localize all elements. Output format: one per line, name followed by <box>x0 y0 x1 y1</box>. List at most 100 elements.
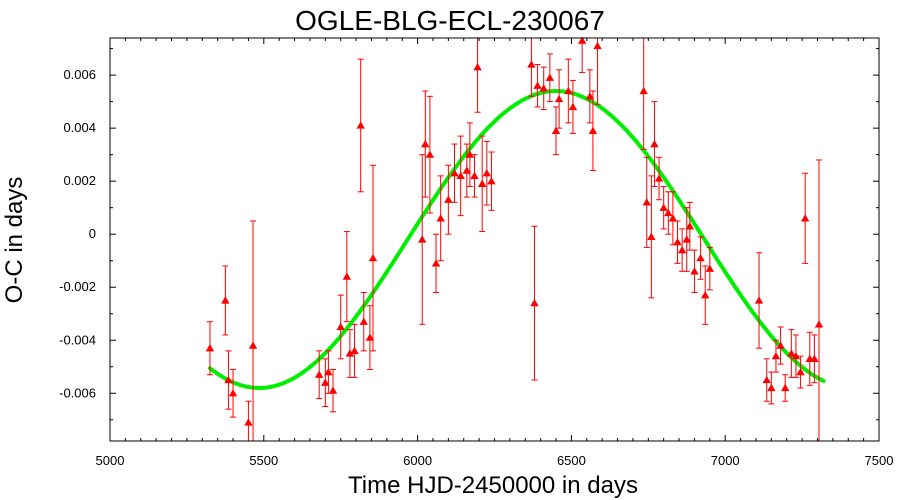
data-point <box>650 101 659 187</box>
point-marker <box>324 367 333 376</box>
data-point <box>456 135 465 217</box>
data-point <box>470 154 479 198</box>
point-marker <box>356 121 365 129</box>
point-marker <box>473 62 482 71</box>
point-marker <box>642 198 651 206</box>
data-point <box>350 323 359 378</box>
data-point <box>696 236 705 280</box>
data-point <box>554 69 564 129</box>
x-tick-label: 7500 <box>865 453 894 468</box>
point-marker <box>705 264 715 272</box>
data-point <box>418 154 427 325</box>
data-point <box>421 90 430 198</box>
point-marker <box>650 139 659 148</box>
point-marker <box>780 383 790 392</box>
y-axis-label: O-C in days <box>1 177 28 304</box>
data-point <box>762 358 771 402</box>
x-tick-label: 7000 <box>711 453 740 468</box>
data-point <box>568 79 578 134</box>
data-point <box>228 368 238 418</box>
point-marker <box>564 86 573 95</box>
data-point <box>365 305 375 370</box>
x-tick-label: 6000 <box>403 453 432 468</box>
data-point <box>539 66 548 111</box>
point-marker <box>701 290 710 299</box>
data-point <box>244 400 253 441</box>
y-tick-label: 0.002 <box>63 173 96 188</box>
data-point <box>639 38 648 150</box>
data-point <box>221 265 230 336</box>
point-marker <box>554 94 564 103</box>
x-tick-label: 5500 <box>249 453 278 468</box>
point-marker <box>244 418 253 426</box>
x-tick-label: 5000 <box>96 453 125 468</box>
data-point <box>771 339 781 373</box>
data-point <box>321 358 330 408</box>
point-marker <box>585 92 595 100</box>
point-marker <box>477 179 487 187</box>
point-marker <box>654 174 664 182</box>
point-marker <box>314 370 324 378</box>
data-point <box>682 207 691 272</box>
point-marker <box>224 375 233 384</box>
point-marker <box>539 84 548 92</box>
data-point <box>647 175 656 299</box>
data-point <box>425 95 435 214</box>
point-marker <box>677 245 687 254</box>
y-tick-label: 0.006 <box>63 67 96 82</box>
data-point <box>668 191 678 246</box>
data-point <box>356 58 365 193</box>
axis-ticks: 5000 5500 6000 6500 7000 7500 -0.006 -0.004 -0.0… <box>59 38 893 468</box>
point-marker <box>787 349 796 357</box>
data-point <box>690 249 699 294</box>
point-marker <box>368 253 378 262</box>
point-marker <box>450 169 459 177</box>
data-point <box>530 225 539 381</box>
data-point <box>701 265 710 325</box>
data-point <box>431 233 441 294</box>
data-point <box>796 355 805 389</box>
point-marker <box>568 102 578 111</box>
point-marker <box>668 214 678 222</box>
data-point <box>482 140 492 206</box>
data-point <box>533 64 542 108</box>
data-point <box>205 321 215 376</box>
point-marker <box>431 259 441 267</box>
data-point <box>368 164 378 352</box>
point-marker <box>593 41 602 50</box>
data-point <box>705 246 715 291</box>
point-marker <box>673 237 682 246</box>
point-marker <box>647 232 656 240</box>
data-point <box>664 191 673 235</box>
point-marker <box>345 349 355 357</box>
point-marker <box>796 367 805 376</box>
data-point <box>444 164 453 235</box>
data-point <box>800 172 810 264</box>
data-point <box>810 334 819 384</box>
data-point <box>248 220 258 441</box>
data-point <box>487 151 496 211</box>
point-marker <box>533 81 542 89</box>
point-marker <box>588 126 598 134</box>
data-point <box>564 58 573 124</box>
point-marker <box>577 36 587 44</box>
x-tick-label: 6500 <box>557 453 586 468</box>
x-axis-label: Time HJD-2450000 in days <box>348 472 638 499</box>
data-points-layer <box>205 36 824 441</box>
data-point <box>450 143 459 203</box>
data-point <box>767 371 776 405</box>
point-marker <box>470 171 479 180</box>
point-marker <box>551 126 561 134</box>
y-tick-label: 0.004 <box>63 120 96 135</box>
point-marker <box>205 344 215 352</box>
data-point <box>551 106 561 156</box>
fit-curve-layer <box>208 89 826 390</box>
point-marker <box>444 195 453 203</box>
point-marker <box>228 389 238 397</box>
point-marker <box>462 166 472 174</box>
chart-title: OGLE-BLG-ECL-230067 <box>295 5 605 36</box>
point-marker <box>465 150 475 158</box>
point-marker <box>436 214 445 222</box>
data-point <box>527 38 536 97</box>
